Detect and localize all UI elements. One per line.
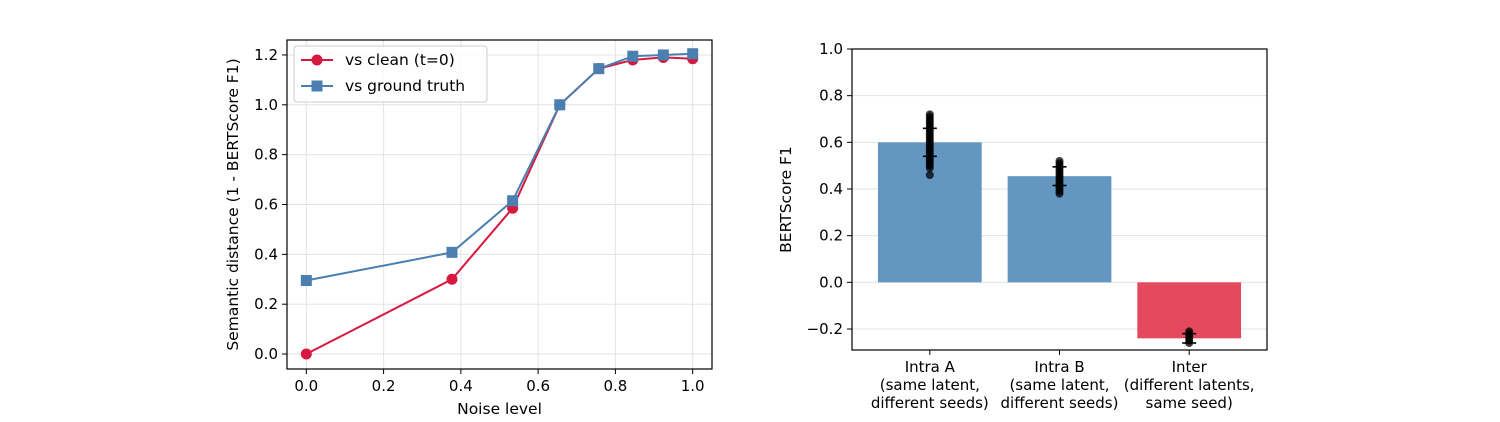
data-point (300, 275, 312, 287)
y-tick-label: 0.4 (254, 245, 278, 263)
legend-marker (311, 54, 323, 66)
y-tick-label: 0.2 (819, 227, 843, 245)
bar-chart-scatter (922, 110, 1197, 347)
x-tick-label: 0.2 (372, 377, 396, 395)
bar-chart-x-ticks: Intra A(same latent,different seeds)Intr… (871, 350, 1255, 412)
line-chart-x-label: Noise level (457, 400, 542, 418)
data-point (554, 99, 566, 111)
x-tick-label: same seed) (1146, 394, 1233, 412)
data-point (593, 63, 605, 75)
x-tick-label: (same latent, (1009, 376, 1109, 394)
y-tick-label: 0.0 (819, 273, 843, 291)
data-point (300, 348, 312, 360)
data-point (687, 48, 699, 60)
y-tick-label: 0.8 (819, 87, 843, 105)
series-vs-ground-truth (300, 48, 699, 287)
y-tick-label: 1.0 (254, 96, 278, 114)
x-tick-label: different seeds) (871, 394, 989, 412)
sample-point (925, 171, 934, 179)
sample-point (1055, 157, 1064, 165)
x-tick-label: 0.6 (526, 377, 550, 395)
line-chart-series (300, 48, 699, 360)
y-tick-label: 0.2 (254, 295, 278, 313)
x-tick-label: 0.8 (603, 377, 627, 395)
x-tick-label: (same latent, (880, 376, 980, 394)
legend-label: vs ground truth (345, 77, 465, 95)
legend-label: vs clean (t=0) (345, 51, 455, 69)
line-chart-legend[interactable]: vs clean (t=0) vs ground truth (293, 45, 488, 103)
x-tick-label: Intra A (905, 358, 956, 376)
x-tick-label: 0.0 (294, 377, 318, 395)
y-tick-label: 0.0 (254, 345, 278, 363)
y-tick-label: 1.0 (819, 40, 843, 58)
data-point (507, 195, 519, 207)
bar-chart-y-label: BERTScore F1 (777, 146, 795, 253)
line-chart-y-ticks: 0.0 0.2 0.4 0.6 0.8 1.0 1.2 (254, 46, 287, 363)
data-point (446, 246, 458, 258)
line-chart-x-ticks: 0.0 0.2 0.4 0.6 0.8 1.0 (294, 369, 705, 395)
y-tick-label: 0.4 (819, 180, 843, 198)
line-chart-y-label: Semantic distance (1 - BERTScore F1) (224, 58, 242, 350)
bar-chart: Intra A(same latent,different seeds)Intr… (777, 40, 1268, 412)
legend-item: vs ground truth (301, 77, 465, 95)
x-tick-label: (different latents, (1124, 376, 1255, 394)
bar-chart-y-ticks: −0.2 0.0 0.2 0.4 0.6 0.8 1.0 (807, 40, 852, 338)
y-tick-label: −0.2 (807, 320, 843, 338)
x-tick-label: different seeds) (1001, 394, 1119, 412)
legend-frame (293, 45, 488, 103)
x-tick-label: Intra B (1034, 358, 1084, 376)
data-point (657, 49, 669, 61)
line-chart: 0.0 0.2 0.4 0.6 0.8 1.0 0.0 0.2 0.4 0.6 0.8 1.0 1.2… (224, 39, 713, 418)
x-tick-label: 1.0 (681, 377, 705, 395)
x-tick-label: Inter (1172, 358, 1208, 376)
x-tick-label: 0.4 (449, 377, 473, 395)
y-tick-label: 0.8 (254, 146, 278, 164)
data-point (627, 50, 639, 62)
legend-marker (311, 80, 323, 92)
sample-point (925, 110, 934, 119)
legend-item: vs clean (t=0) (301, 51, 455, 69)
data-point (446, 273, 458, 285)
y-tick-label: 0.6 (819, 133, 843, 151)
y-tick-label: 1.2 (254, 46, 278, 64)
y-tick-label: 0.6 (254, 196, 278, 214)
